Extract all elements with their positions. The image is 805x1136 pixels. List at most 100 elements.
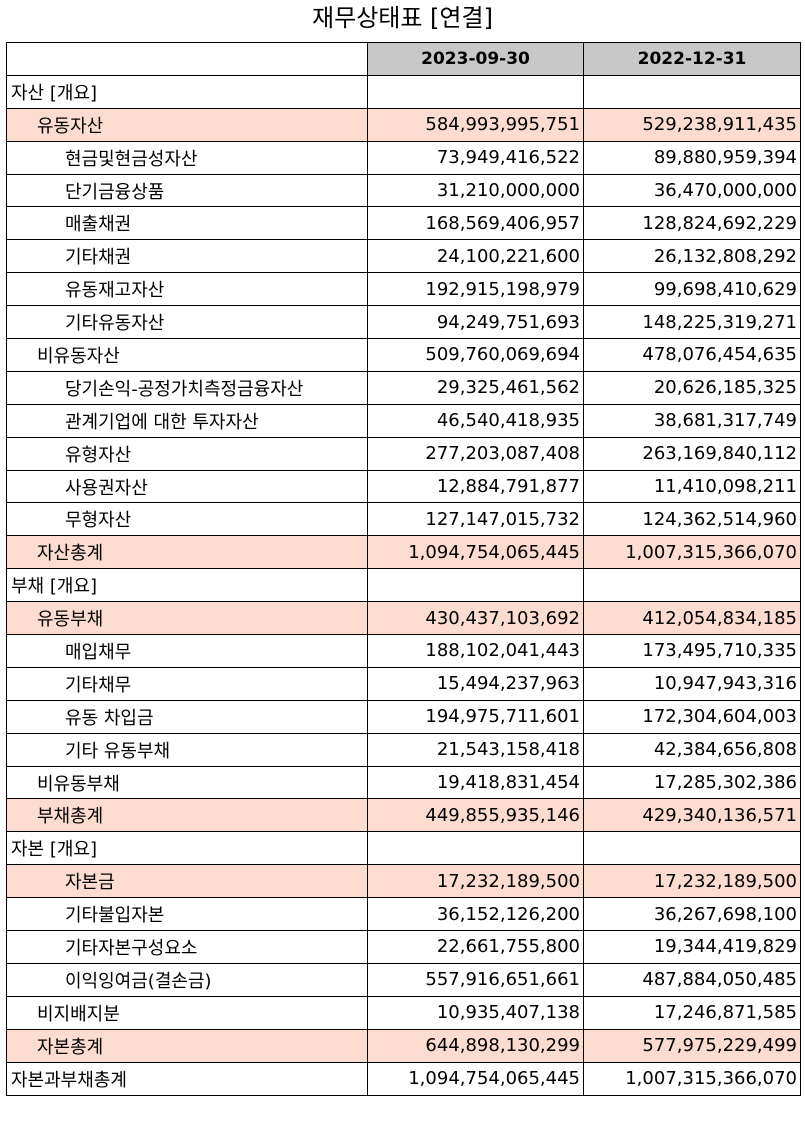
row-value-current: 36,152,126,200 (367, 897, 584, 932)
header-date-previous: 2022-12-31 (583, 42, 801, 76)
row-value-current: 10,935,407,138 (367, 995, 584, 1030)
row-value-previous: 128,824,692,229 (583, 206, 801, 241)
table-row: 자본총계 644,898,130,299 577,975,229,499 (6, 1028, 801, 1063)
row-value-current: 188,102,041,443 (367, 634, 584, 668)
row-label: 부채 [개요] (6, 568, 368, 603)
row-value-previous: 17,232,189,500 (583, 864, 801, 899)
table-row: 기타유동자산 94,249,751,693 148,225,319,271 (6, 305, 801, 340)
row-value-current: 192,915,198,979 (367, 272, 584, 307)
row-value-previous: 17,285,302,386 (583, 765, 801, 800)
row-value-previous: 173,495,710,335 (583, 634, 801, 668)
row-value-previous: 26,132,808,292 (583, 239, 801, 274)
row-label: 사용권자산 (6, 469, 368, 504)
row-value-current: 31,210,000,000 (367, 173, 584, 208)
row-label: 유동 차입금 (6, 699, 368, 734)
row-value-current: 94,249,751,693 (367, 305, 584, 340)
row-value-current: 19,418,831,454 (367, 765, 584, 800)
row-value-current: 46,540,418,935 (367, 403, 584, 438)
row-value-current: 21,543,158,418 (367, 732, 584, 767)
row-label: 기타불입자본 (6, 897, 368, 932)
table-row: 무형자산 127,147,015,732 124,362,514,960 (6, 502, 801, 537)
row-label: 비유동자산 (6, 338, 368, 372)
row-label: 비지배지분 (6, 995, 368, 1030)
table-row: 단기금융상품 31,210,000,000 36,470,000,000 (6, 173, 801, 208)
table-body: 자산 [개요] 유동자산 584,993,995,751 529,238,911,43… (6, 74, 801, 1096)
table-row: 유형자산 277,203,087,408 263,169,840,112 (6, 436, 801, 471)
table-row: 유동자산 584,993,995,751 529,238,911,435 (6, 107, 801, 142)
row-label: 자산 [개요] (6, 74, 368, 109)
table-row: 비지배지분 10,935,407,138 17,246,871,585 (6, 995, 801, 1030)
table-row: 유동부채 430,437,103,692 412,054,834,185 (6, 601, 801, 636)
row-value-previous: 10,947,943,316 (583, 666, 801, 701)
row-value-current: 584,993,995,751 (367, 107, 584, 142)
table-row: 매입채무 188,102,041,443 173,495,710,335 (6, 634, 801, 668)
table-row: 사용권자산 12,884,791,877 11,410,098,211 (6, 469, 801, 504)
row-value-current: 29,325,461,562 (367, 370, 584, 405)
row-value-current: 644,898,130,299 (367, 1028, 584, 1063)
row-value-current: 194,975,711,601 (367, 699, 584, 734)
table-row: 자본 [개요] (6, 831, 801, 866)
row-value-previous: 89,880,959,394 (583, 140, 801, 175)
row-value-current: 449,855,935,146 (367, 798, 584, 833)
row-value-current: 15,494,237,963 (367, 666, 584, 701)
row-value-previous (583, 74, 801, 109)
row-value-previous: 478,076,454,635 (583, 338, 801, 372)
row-value-current: 73,949,416,522 (367, 140, 584, 175)
row-value-previous: 263,169,840,112 (583, 436, 801, 471)
row-value-previous (583, 568, 801, 603)
row-value-previous: 148,225,319,271 (583, 305, 801, 340)
row-value-previous: 38,681,317,749 (583, 403, 801, 438)
row-label: 자본금 (6, 864, 368, 899)
row-value-current: 277,203,087,408 (367, 436, 584, 471)
table-row: 자본금 17,232,189,500 17,232,189,500 (6, 864, 801, 899)
row-value-current: 12,884,791,877 (367, 469, 584, 504)
row-label: 매입채무 (6, 634, 368, 668)
row-label: 자본과부채총계 (6, 1061, 368, 1096)
table-row: 부채 [개요] (6, 568, 801, 603)
row-label: 자산총계 (6, 535, 368, 570)
row-label: 기타유동자산 (6, 305, 368, 340)
table-row: 기타자본구성요소 22,661,755,800 19,344,419,829 (6, 930, 801, 964)
table-row: 기타불입자본 36,152,126,200 36,267,698,100 (6, 897, 801, 932)
row-value-previous: 412,054,834,185 (583, 601, 801, 636)
row-value-current: 127,147,015,732 (367, 502, 584, 537)
table-row: 당기손익-공정가치측정금융자산 29,325,461,562 20,626,185,… (6, 370, 801, 405)
row-label: 단기금융상품 (6, 173, 368, 208)
table-row: 부채총계 449,855,935,146 429,340,136,571 (6, 798, 801, 833)
row-value-current: 1,094,754,065,445 (367, 1061, 584, 1096)
table-row: 관계기업에 대한 투자자산 46,540,418,935 38,681,317,74… (6, 403, 801, 438)
table-row: 자산총계 1,094,754,065,445 1,007,315,366,070 (6, 535, 801, 570)
row-label: 유동부채 (6, 601, 368, 636)
row-value-current: 557,916,651,661 (367, 962, 584, 997)
header-date-current: 2023-09-30 (367, 42, 584, 76)
row-value-current: 22,661,755,800 (367, 930, 584, 964)
balance-sheet-table: 2023-09-30 2022-12-31 자산 [개요] 유동자산 584,993… (6, 42, 801, 1096)
row-label: 기타채무 (6, 666, 368, 701)
table-row: 기타 유동부채 21,543,158,418 42,384,656,808 (6, 732, 801, 767)
row-value-current (367, 74, 584, 109)
row-value-previous: 20,626,185,325 (583, 370, 801, 405)
table-row: 매출채권 168,569,406,957 128,824,692,229 (6, 206, 801, 241)
table-row: 유동 차입금 194,975,711,601 172,304,604,003 (6, 699, 801, 734)
table-row: 현금및현금성자산 73,949,416,522 89,880,959,394 (6, 140, 801, 175)
table-row: 기타채무 15,494,237,963 10,947,943,316 (6, 666, 801, 701)
row-value-previous: 529,238,911,435 (583, 107, 801, 142)
row-label: 자본총계 (6, 1028, 368, 1063)
row-value-previous: 17,246,871,585 (583, 995, 801, 1030)
header-row: 2023-09-30 2022-12-31 (6, 42, 801, 76)
row-label: 기타채권 (6, 239, 368, 274)
row-label: 비유동부채 (6, 765, 368, 800)
row-value-previous: 1,007,315,366,070 (583, 535, 801, 570)
table-row: 비유동자산 509,760,069,694 478,076,454,635 (6, 338, 801, 372)
row-label: 유형자산 (6, 436, 368, 471)
row-value-previous: 577,975,229,499 (583, 1028, 801, 1063)
row-label: 기타 유동부채 (6, 732, 368, 767)
row-value-previous: 429,340,136,571 (583, 798, 801, 833)
row-value-current: 430,437,103,692 (367, 601, 584, 636)
row-value-current (367, 568, 584, 603)
row-value-current: 17,232,189,500 (367, 864, 584, 899)
row-value-previous: 99,698,410,629 (583, 272, 801, 307)
row-value-current: 1,094,754,065,445 (367, 535, 584, 570)
row-value-previous: 172,304,604,003 (583, 699, 801, 734)
table-row: 기타채권 24,100,221,600 26,132,808,292 (6, 239, 801, 274)
